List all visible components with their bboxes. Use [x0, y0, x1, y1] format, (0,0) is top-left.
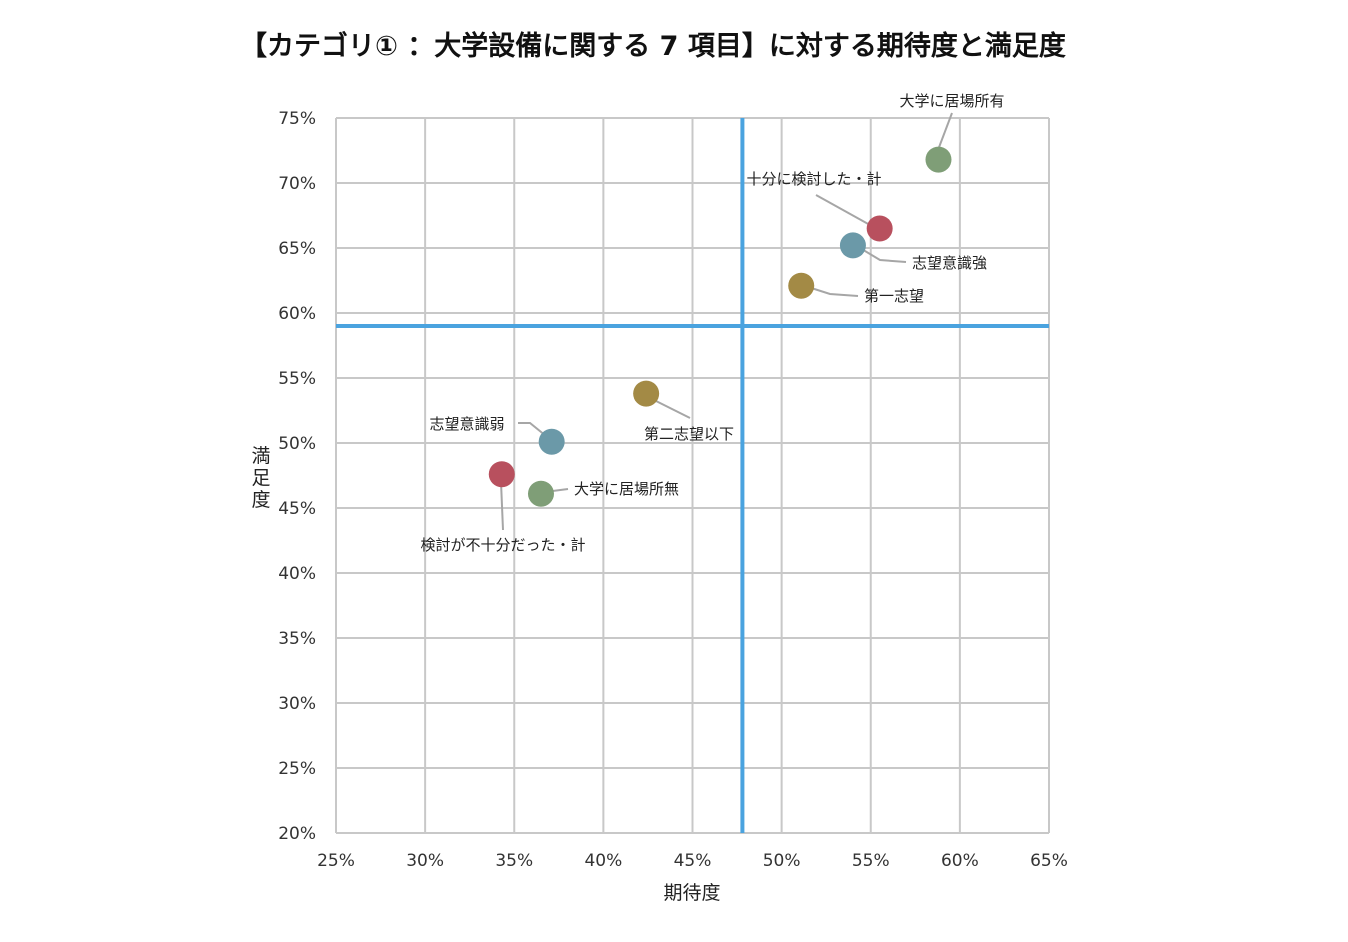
y-axis-label-char: 度 — [251, 489, 270, 511]
x-tick-label: 45% — [674, 851, 712, 871]
leader-line — [815, 194, 871, 226]
y-tick-label: 20% — [278, 824, 316, 844]
y-tick-label: 55% — [278, 369, 316, 389]
reference-lines — [336, 118, 1049, 833]
y-tick-label: 25% — [278, 759, 316, 779]
y-tick-label: 65% — [278, 239, 316, 259]
point-label: 第一志望 — [864, 287, 924, 305]
y-tick-label: 60% — [278, 304, 316, 324]
y-tick-label: 40% — [278, 564, 316, 584]
y-tick-label: 45% — [278, 499, 316, 519]
leader-line — [500, 481, 504, 531]
x-axis-label: 期待度 — [663, 882, 720, 904]
tick-labels: 25% 30% 35% 40% 45% 50% 55% 60% 65% 75% 70% 65% 60% 5… — [278, 109, 1068, 871]
x-tick-label: 35% — [495, 851, 533, 871]
x-tick-label: 30% — [406, 851, 444, 871]
point-label: 大学に居場所無 — [574, 480, 679, 498]
data-point — [866, 215, 893, 242]
y-tick-label: 75% — [278, 109, 316, 129]
point-label: 志望意識弱 — [429, 415, 504, 433]
data-points — [488, 146, 952, 507]
chart-title: 【カテゴリ① ：大学設備に関する 7 項目】に対する期待度と満足度 — [240, 31, 1066, 62]
leader-line — [937, 112, 953, 151]
leader-line — [649, 397, 691, 419]
data-point — [839, 232, 866, 259]
x-tick-label: 25% — [317, 851, 355, 871]
y-tick-label: 50% — [278, 434, 316, 454]
point-label: 十分に検討した・計 — [746, 170, 881, 188]
point-label: 第二志望以下 — [644, 425, 734, 443]
point-label: 大学に居場所有 — [899, 92, 1004, 110]
data-point — [925, 146, 952, 173]
data-point — [788, 272, 815, 299]
leader-line — [518, 422, 547, 437]
data-point — [538, 428, 565, 455]
y-tick-label: 35% — [278, 629, 316, 649]
y-tick-label: 70% — [278, 174, 316, 194]
x-tick-label: 65% — [1030, 851, 1068, 871]
data-point — [488, 461, 515, 488]
y-axis-label: 満足度 — [251, 445, 270, 511]
y-axis-label-char: 満 — [251, 445, 270, 467]
y-tick-label: 30% — [278, 694, 316, 714]
leader-line — [859, 247, 907, 263]
x-tick-label: 50% — [763, 851, 801, 871]
grid — [335, 117, 1050, 834]
x-tick-label: 55% — [852, 851, 890, 871]
x-tick-label: 40% — [584, 851, 622, 871]
x-tick-label: 60% — [941, 851, 979, 871]
leader-lines — [500, 112, 953, 531]
data-point — [527, 480, 554, 507]
point-label: 検討が不十分だった・計 — [420, 536, 585, 554]
data-point — [633, 380, 660, 407]
point-label: 志望意識強 — [912, 254, 987, 272]
y-axis-label-char: 足 — [251, 467, 270, 489]
